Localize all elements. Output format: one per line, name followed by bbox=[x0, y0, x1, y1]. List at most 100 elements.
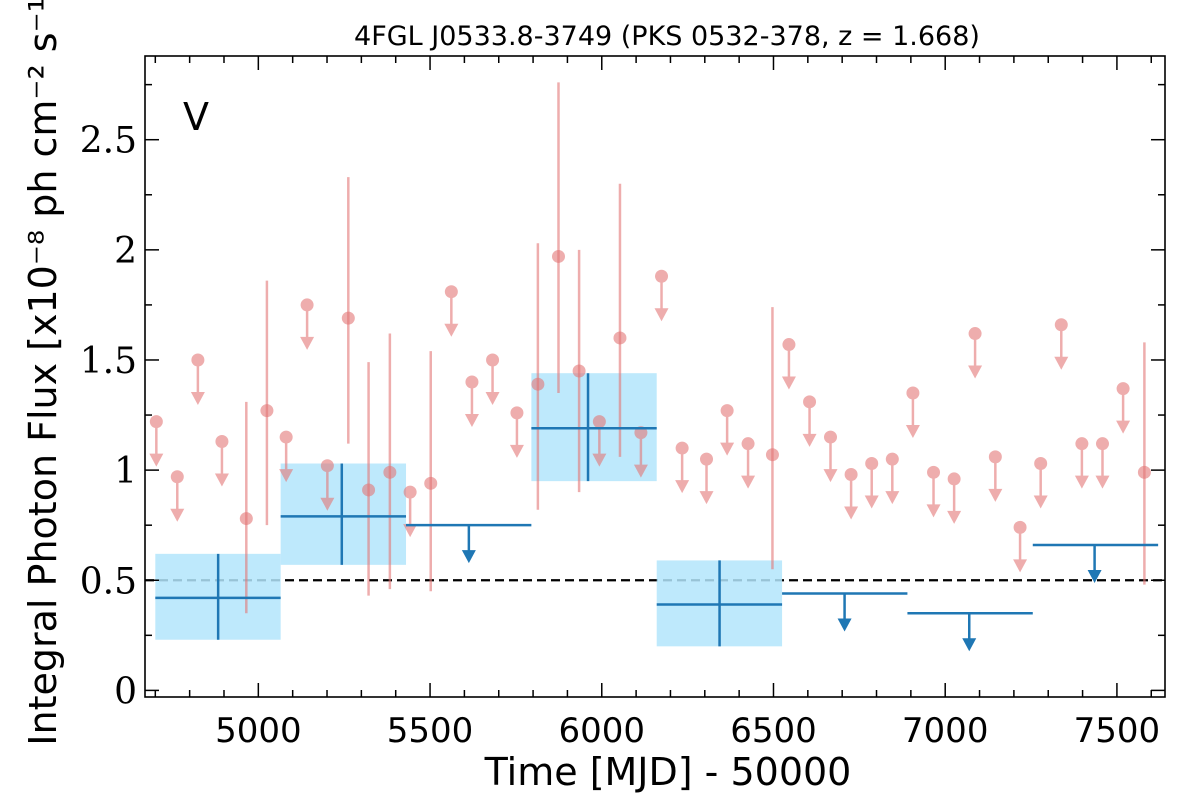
monthly-point bbox=[1137, 465, 1151, 479]
monthly-upper-limit bbox=[844, 468, 859, 520]
upper-limit-point bbox=[844, 468, 858, 482]
upper-limit-point bbox=[215, 434, 229, 448]
upper-limit-arrow bbox=[403, 524, 418, 538]
x-tick-label: 5500 bbox=[387, 711, 474, 751]
upper-limit-point bbox=[592, 415, 606, 429]
monthly-upper-limit bbox=[905, 386, 920, 439]
upper-limit-arrow bbox=[844, 506, 859, 520]
monthly-upper-limit bbox=[214, 434, 229, 487]
upper-limit-arrow bbox=[279, 469, 294, 483]
upper-limit-arrow bbox=[905, 425, 920, 439]
upper-limit-arrow bbox=[654, 308, 669, 322]
upper-limit-point bbox=[444, 285, 458, 299]
monthly-upper-limit bbox=[1033, 457, 1048, 509]
monthly-upper-limit bbox=[300, 298, 315, 350]
upper-limit-point bbox=[927, 465, 941, 479]
y-tick-label: 1.5 bbox=[80, 341, 137, 382]
monthly-upper-limit bbox=[1095, 437, 1110, 489]
monthly-upper-limit bbox=[675, 441, 690, 494]
upper-limit-point bbox=[906, 386, 920, 400]
upper-limit-point bbox=[486, 353, 500, 367]
y-tick-label: 0.5 bbox=[80, 561, 137, 602]
upper-limit-arrow bbox=[190, 391, 205, 405]
upper-limit-point bbox=[300, 298, 314, 312]
monthly-upper-limit bbox=[864, 457, 879, 509]
binned-error-box bbox=[280, 463, 407, 565]
monthly-upper-limit bbox=[720, 404, 735, 456]
monthly-point bbox=[341, 311, 355, 325]
upper-limit-arrow bbox=[988, 488, 1003, 502]
upper-limit-arrow bbox=[1074, 475, 1089, 489]
band-label: V bbox=[183, 95, 209, 139]
x-tick-label: 6000 bbox=[559, 711, 646, 751]
upper-limit-arrow bbox=[592, 453, 607, 467]
monthly-upper-limit bbox=[741, 437, 756, 489]
upper-limit-point bbox=[1116, 382, 1130, 396]
upper-limit-point bbox=[675, 441, 689, 455]
monthly-upper-limit bbox=[1054, 318, 1069, 370]
monthly-point bbox=[362, 483, 376, 497]
upper-limit-arrow bbox=[170, 508, 185, 522]
plot-area: 5000 5500 6000 6500 7000 7500 0 0.5 1 1.5 2 2.5 bbox=[80, 55, 1166, 751]
monthly-upper-limit bbox=[699, 452, 714, 505]
monthly-upper-limit bbox=[988, 450, 1003, 502]
binned-upper-limit-arrow bbox=[1087, 570, 1102, 584]
upper-limit-arrow bbox=[781, 376, 796, 390]
monthly-upper-limit bbox=[968, 327, 983, 379]
y-tick-label: 0 bbox=[114, 671, 137, 712]
monthly-point bbox=[765, 448, 779, 462]
monthly-point bbox=[572, 364, 586, 378]
upper-limit-arrow bbox=[720, 442, 735, 456]
x-tick-label: 7500 bbox=[1074, 711, 1161, 751]
monthly-point bbox=[424, 476, 438, 490]
monthly-upper-limit bbox=[403, 485, 418, 538]
monthly-point bbox=[383, 465, 397, 479]
upper-limit-point bbox=[1034, 457, 1048, 471]
upper-limit-arrow bbox=[485, 391, 500, 405]
monthly-upper-limit bbox=[1074, 437, 1089, 489]
upper-limit-point bbox=[403, 485, 417, 499]
upper-limit-point bbox=[465, 375, 479, 389]
plot-frame bbox=[144, 55, 1166, 698]
upper-limit-arrow bbox=[741, 475, 756, 489]
upper-limit-arrow bbox=[968, 365, 983, 379]
y-tick-label: 2.5 bbox=[80, 121, 137, 162]
monthly-upper-limit bbox=[926, 465, 941, 518]
y-tick-label: 2 bbox=[114, 231, 137, 272]
monthly-point bbox=[551, 249, 565, 263]
upper-limit-point bbox=[885, 452, 899, 466]
monthly-upper-limit bbox=[279, 430, 294, 483]
upper-limit-point bbox=[191, 353, 205, 367]
upper-limit-point bbox=[823, 430, 837, 444]
upper-limit-arrow bbox=[1095, 475, 1110, 489]
upper-limit-arrow bbox=[1033, 495, 1048, 509]
upper-limit-arrow bbox=[1054, 356, 1069, 370]
x-tick-label: 7000 bbox=[902, 711, 989, 751]
monthly-upper-limit bbox=[509, 406, 524, 458]
upper-limit-point bbox=[1013, 520, 1027, 534]
upper-limit-arrow bbox=[1013, 559, 1028, 573]
monthly-upper-limit bbox=[885, 452, 900, 505]
monthly-upper-limit bbox=[823, 430, 838, 483]
monthly-upper-limit bbox=[190, 353, 205, 405]
upper-limit-point bbox=[149, 415, 163, 429]
binned-upper-limit-arrow bbox=[837, 618, 852, 632]
monthly-upper-limit bbox=[781, 338, 796, 390]
monthly-upper-limit bbox=[1013, 520, 1028, 573]
upper-limit-arrow bbox=[300, 336, 315, 350]
upper-limit-point bbox=[720, 404, 734, 418]
upper-limit-arrow bbox=[1116, 420, 1131, 434]
x-tick-label: 6500 bbox=[730, 711, 817, 751]
upper-limit-arrow bbox=[444, 323, 459, 337]
x-tick-label: 5000 bbox=[215, 711, 302, 751]
upper-limit-arrow bbox=[509, 444, 524, 458]
monthly-point bbox=[531, 377, 545, 391]
upper-limit-arrow bbox=[864, 495, 879, 509]
upper-limit-point bbox=[988, 450, 1002, 464]
x-axis-label: Time [MJD] - 50000 bbox=[484, 750, 852, 794]
chart-title: 4FGL J0533.8-3749 (PKS 0532-378, z = 1.6… bbox=[354, 21, 980, 52]
monthly-upper-limit bbox=[320, 459, 335, 511]
upper-limit-point bbox=[803, 395, 817, 409]
